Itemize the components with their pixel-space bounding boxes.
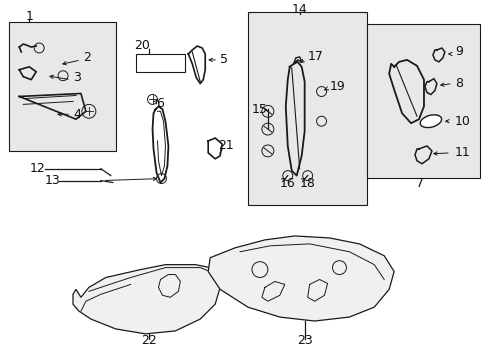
Text: 4: 4 bbox=[73, 108, 81, 121]
Text: 22: 22 bbox=[141, 334, 156, 347]
Text: 3: 3 bbox=[73, 71, 81, 84]
Text: 8: 8 bbox=[454, 77, 462, 90]
Text: 10: 10 bbox=[454, 115, 470, 128]
Text: 16: 16 bbox=[279, 177, 295, 190]
Text: 5: 5 bbox=[220, 53, 228, 66]
Bar bbox=[135, 54, 185, 72]
Text: 1: 1 bbox=[25, 10, 33, 23]
Text: 14: 14 bbox=[291, 3, 307, 16]
Bar bbox=[247, 12, 366, 205]
Text: 23: 23 bbox=[296, 334, 312, 347]
Text: 11: 11 bbox=[454, 147, 469, 159]
Text: 13: 13 bbox=[45, 174, 61, 187]
Text: 6: 6 bbox=[156, 97, 164, 110]
Polygon shape bbox=[208, 236, 393, 321]
Text: 12: 12 bbox=[29, 162, 45, 175]
Text: 20: 20 bbox=[133, 39, 149, 51]
Text: 19: 19 bbox=[329, 80, 345, 93]
Text: 2: 2 bbox=[83, 51, 91, 64]
Text: 21: 21 bbox=[218, 139, 233, 152]
Text: 18: 18 bbox=[299, 177, 315, 190]
Text: 17: 17 bbox=[307, 50, 323, 63]
Bar bbox=[9, 22, 116, 151]
Ellipse shape bbox=[419, 115, 441, 127]
Bar bbox=[366, 24, 479, 177]
Polygon shape bbox=[73, 265, 220, 334]
Text: 15: 15 bbox=[251, 103, 267, 116]
Text: 7: 7 bbox=[415, 177, 423, 190]
Text: 9: 9 bbox=[454, 45, 462, 58]
